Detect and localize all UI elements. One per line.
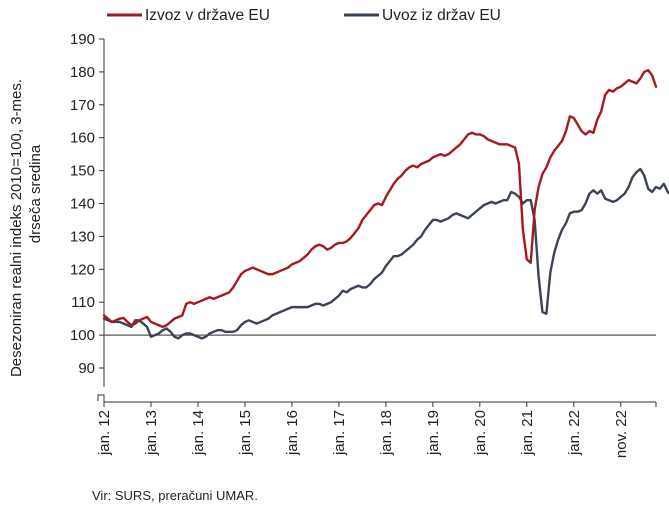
y-tick-label: 150 bbox=[70, 163, 95, 180]
y-tick-label: 170 bbox=[70, 97, 95, 114]
x-tick-label: jan. 18 bbox=[378, 410, 395, 456]
x-tick-label: jan. 13 bbox=[143, 410, 160, 456]
x-tick-label: jan. 19 bbox=[425, 410, 442, 456]
legend: Izvoz v države EU Uvoz iz držav EU bbox=[107, 7, 501, 24]
y-tick-label: 130 bbox=[70, 228, 95, 245]
axis-break-mark bbox=[97, 394, 105, 402]
y-axis-title-line-1: Desezoniran realni indeks 2010=100, 3-me… bbox=[8, 79, 25, 377]
y-axis-title-line-2: drseča sredina bbox=[27, 144, 44, 243]
legend-label-izvoz: Izvoz v države EU bbox=[145, 7, 270, 24]
y-tick-label: 90 bbox=[78, 360, 95, 377]
y-axis: 90 100 110 120 130 140 150 160 170 180 190 bbox=[70, 31, 105, 402]
y-tick-label: 120 bbox=[70, 261, 95, 278]
series-line-uvoz bbox=[102, 167, 669, 340]
x-tick-label: jan. 20 bbox=[472, 410, 489, 456]
x-tick-label: jan. 12 bbox=[96, 410, 113, 456]
x-axis: jan. 12 jan. 13 jan. 14 jan. 15 jan. 16 jan. … bbox=[96, 401, 657, 458]
x-tick-label: jan. 16 bbox=[284, 410, 301, 456]
x-tick-label: jan. 21 bbox=[519, 410, 536, 456]
x-tick-label: nov. 22 bbox=[613, 410, 630, 458]
x-tick-label: jan. 17 bbox=[331, 410, 348, 456]
x-tick-label: jan. 22 bbox=[566, 410, 583, 456]
y-tick-label: 160 bbox=[70, 130, 95, 147]
x-tick-label: jan. 15 bbox=[237, 410, 254, 456]
series-line-izvoz bbox=[102, 69, 658, 329]
x-tick-label: jan. 14 bbox=[190, 410, 207, 456]
legend-label-uvoz: Uvoz iz držav EU bbox=[382, 7, 501, 24]
y-tick-label: 100 bbox=[70, 327, 95, 344]
y-tick-label: 110 bbox=[71, 294, 95, 311]
y-tick-label: 140 bbox=[70, 196, 95, 213]
source-note: Vir: SURS, preračuni UMAR. bbox=[92, 488, 258, 503]
y-tick-label: 180 bbox=[70, 64, 95, 81]
series-layer bbox=[102, 69, 669, 340]
y-tick-label: 190 bbox=[70, 31, 95, 48]
